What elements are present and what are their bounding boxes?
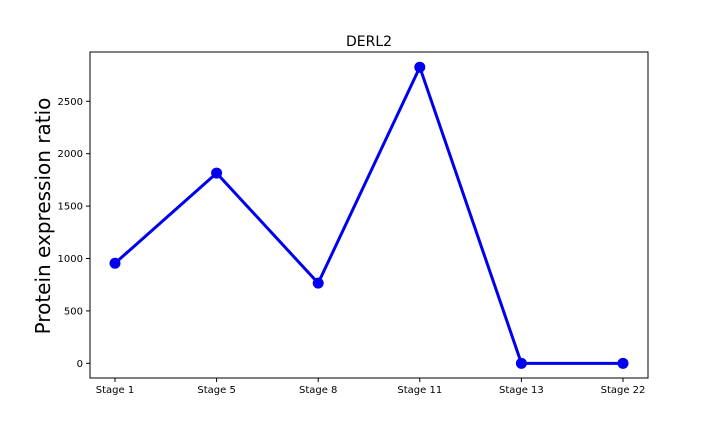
- data-point: [414, 61, 426, 73]
- y-axis-ticks: 0 500 1000 1500 2000 2500: [58, 97, 90, 370]
- chart-title: DERL2: [346, 34, 392, 50]
- y-tick-label: 1000: [58, 254, 83, 265]
- x-axis-ticks: Stage 1 Stage 5 Stage 8 Stage 11 Stage 13 Sta…: [96, 378, 646, 396]
- data-point: [617, 357, 629, 369]
- data-point: [211, 167, 223, 179]
- x-tick-label: Stage 1: [96, 385, 134, 396]
- plot-frame: [89, 51, 649, 379]
- data-point: [109, 257, 121, 269]
- y-tick-label: 500: [64, 306, 83, 317]
- series-line: [114, 63, 623, 365]
- x-tick-label: Stage 5: [197, 385, 235, 396]
- y-tick-label: 1500: [58, 202, 83, 213]
- data-point: [312, 277, 324, 289]
- data-point: [515, 357, 527, 369]
- x-tick-label: Stage 13: [499, 385, 544, 396]
- x-tick-label: Stage 11: [397, 385, 442, 396]
- x-tick-label: Stage 22: [601, 385, 646, 396]
- x-tick-label: Stage 8: [299, 385, 337, 396]
- y-axis-label: Protein expression ratio: [31, 98, 55, 335]
- y-tick-label: 2000: [58, 149, 83, 160]
- y-tick-label: 0: [77, 359, 83, 370]
- plot-area: [109, 61, 629, 369]
- y-tick-label: 2500: [58, 97, 83, 108]
